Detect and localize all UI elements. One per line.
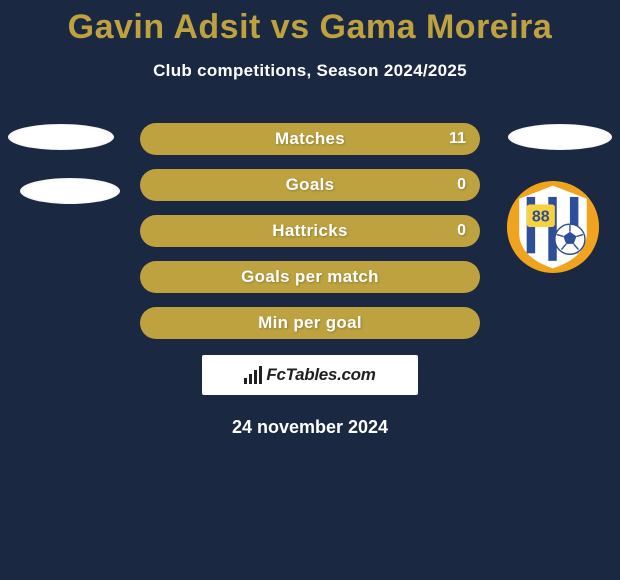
- stat-value-right: 0: [457, 176, 466, 194]
- stat-value-right: 0: [457, 222, 466, 240]
- date-text: 24 november 2024: [0, 417, 620, 438]
- stat-row-hattricks: Hattricks 0: [140, 215, 480, 247]
- stat-label: Hattricks: [272, 221, 347, 241]
- chart-icon: [244, 366, 262, 384]
- right-placeholder: [508, 124, 612, 150]
- stat-label: Matches: [275, 129, 345, 149]
- stat-row-goals: Goals 0: [140, 169, 480, 201]
- watermark-box: FcTables.com: [202, 355, 418, 395]
- club-badge: 88: [506, 180, 600, 274]
- stat-value-right: 11: [449, 130, 466, 148]
- watermark-text: FcTables.com: [266, 365, 375, 385]
- left-placeholder-2: [20, 178, 120, 204]
- stat-row-matches: Matches 11: [140, 123, 480, 155]
- season-subtitle: Club competitions, Season 2024/2025: [0, 61, 620, 81]
- stat-label: Min per goal: [258, 313, 362, 333]
- left-placeholder-1: [8, 124, 114, 150]
- stat-label: Goals per match: [241, 267, 379, 287]
- badge-number: 88: [532, 208, 550, 225]
- stat-label: Goals: [286, 175, 335, 195]
- stat-row-min-per-goal: Min per goal: [140, 307, 480, 339]
- comparison-title: Gavin Adsit vs Gama Moreira: [0, 0, 620, 47]
- stat-row-goals-per-match: Goals per match: [140, 261, 480, 293]
